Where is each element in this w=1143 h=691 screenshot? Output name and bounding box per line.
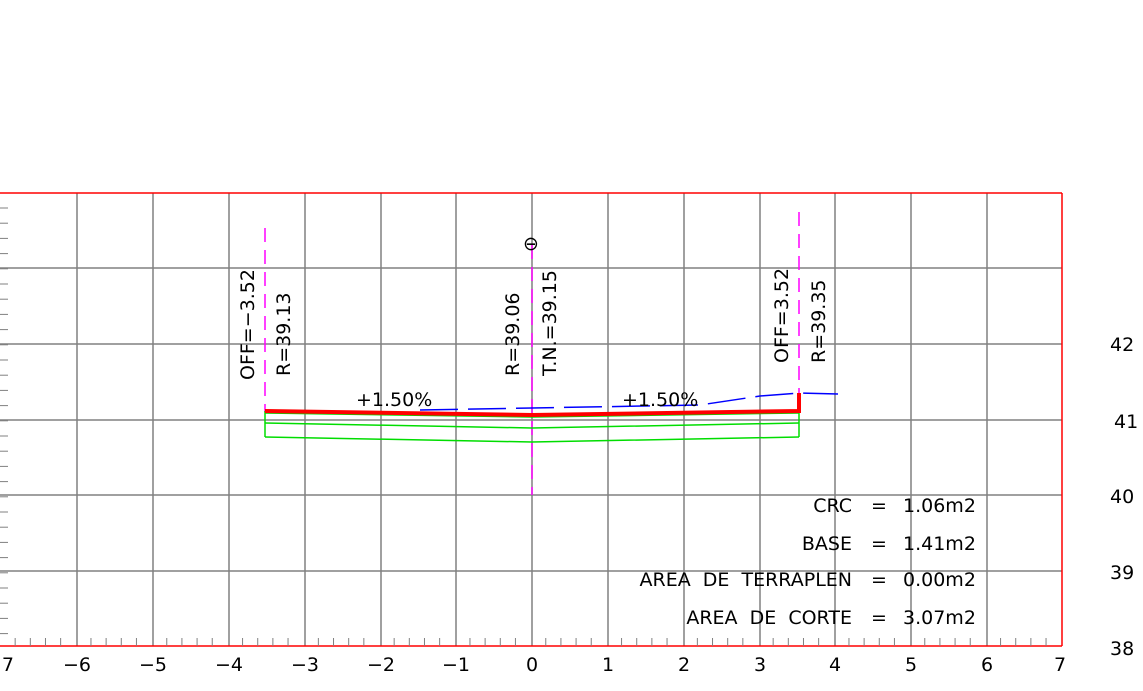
slope-left-label: +1.50% xyxy=(356,389,432,411)
finished-surface xyxy=(264,393,801,418)
x-tick-label: −1 xyxy=(442,654,470,676)
area-crc-value: 1.06m2 xyxy=(903,495,976,517)
x-tick-label: −3 xyxy=(291,654,319,676)
y-tick-label: 38 xyxy=(1110,638,1134,660)
y-tick-label: 42 xyxy=(1110,334,1134,356)
left-ticks xyxy=(0,207,8,635)
area-crc-eq: = xyxy=(871,495,887,517)
right-offset-label: OFF=3.52 xyxy=(771,268,793,363)
x-tick-label: 4 xyxy=(829,654,841,676)
y-tick-label: 39 xyxy=(1110,562,1134,584)
x-axis-labels: −7 −6 −5 −4 −3 −2 −1 0 1 2 3 4 5 6 7 xyxy=(0,654,1066,676)
area-summary: CRC = 1.06m2 BASE = 1.41m2 AREA DE TERRA… xyxy=(640,495,976,629)
x-tick-label: −7 xyxy=(0,654,14,676)
area-base-name: BASE xyxy=(802,533,852,555)
right-elev-label: R=39.35 xyxy=(808,279,830,363)
x-tick-label: 7 xyxy=(1054,654,1066,676)
area-corte-name: AREA DE CORTE xyxy=(686,607,852,629)
x-tick-label: 5 xyxy=(905,654,917,676)
axis-marks xyxy=(264,212,800,495)
y-tick-label: 40 xyxy=(1110,486,1134,508)
left-offset-label: OFF=−3.52 xyxy=(237,269,259,380)
x-tick-label: −5 xyxy=(139,654,167,676)
area-terraplen-value: 0.00m2 xyxy=(903,569,976,591)
area-crc-name: CRC xyxy=(813,495,852,517)
x-tick-label: −6 xyxy=(63,654,91,676)
x-tick-label: 0 xyxy=(526,654,538,676)
x-tick-label: 3 xyxy=(754,654,766,676)
left-elev-label: R=39.13 xyxy=(273,292,295,376)
center-tn-label: T.N.=39.15 xyxy=(539,270,561,377)
layer-line xyxy=(264,422,800,429)
centerline-symbol: ⊖ xyxy=(523,233,539,255)
area-corte-eq: = xyxy=(871,607,887,629)
x-tick-label: −2 xyxy=(367,654,395,676)
area-base-eq: = xyxy=(871,533,887,555)
frame xyxy=(0,192,1063,647)
y-tick-label: 41 xyxy=(1114,411,1138,433)
area-terraplen-eq: = xyxy=(871,569,887,591)
x-tick-label: 6 xyxy=(981,654,993,676)
y-axis-labels: 42 41 40 39 38 xyxy=(1110,334,1138,660)
area-terraplen-name: AREA DE TERRAPLEN xyxy=(640,569,853,591)
minor-ticks xyxy=(14,638,1047,646)
ground-line xyxy=(419,392,839,411)
layer-line xyxy=(264,436,800,443)
center-elev-label: R=39.06 xyxy=(502,292,524,376)
x-tick-label: −4 xyxy=(215,654,243,676)
x-tick-label: 2 xyxy=(678,654,690,676)
slope-right-label: +1.50% xyxy=(622,389,698,411)
area-base-value: 1.41m2 xyxy=(903,533,976,555)
x-tick-label: 1 xyxy=(602,654,614,676)
grid xyxy=(0,193,1062,646)
area-corte-value: 3.07m2 xyxy=(903,607,976,629)
